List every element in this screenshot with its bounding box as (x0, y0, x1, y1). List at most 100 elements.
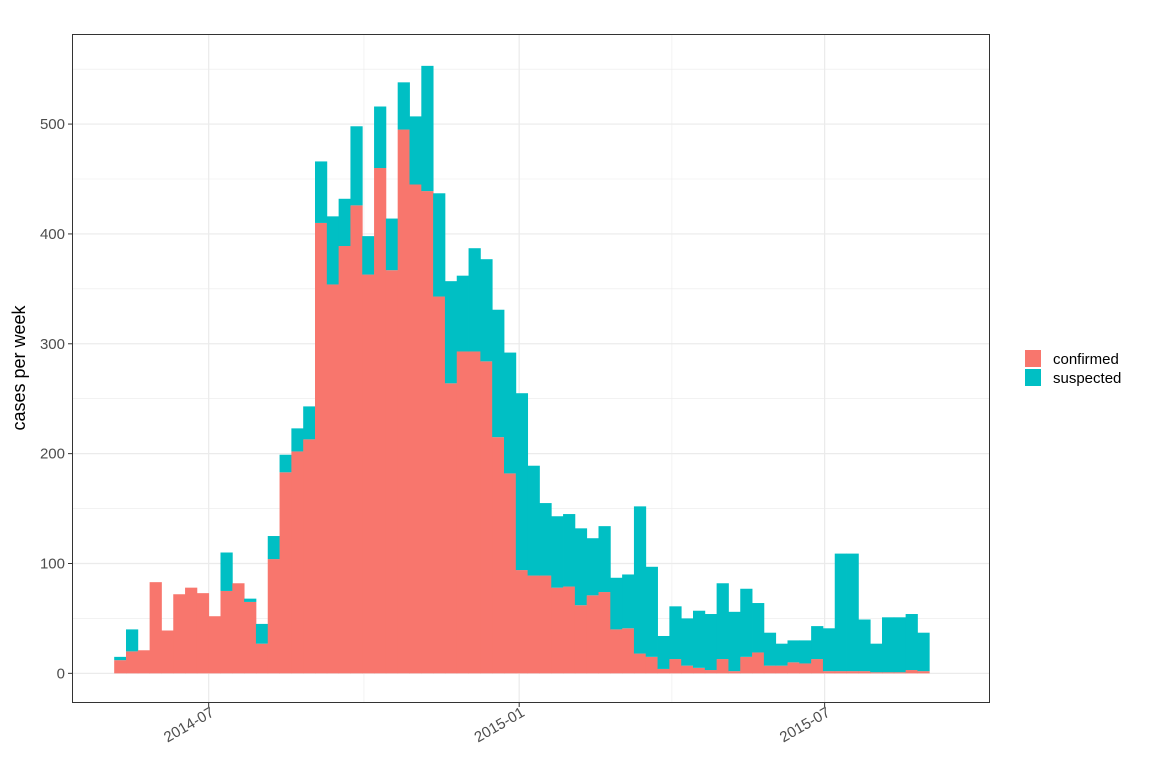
bar-confirmed (291, 451, 304, 674)
bar-confirmed (338, 246, 351, 674)
bar-confirmed (574, 605, 588, 674)
plot-panel-border (72, 34, 990, 703)
bar-suspected (681, 618, 694, 666)
bar-confirmed (244, 601, 257, 674)
bar-suspected (551, 516, 564, 588)
bar-suspected (787, 640, 800, 663)
bar-confirmed (870, 672, 883, 674)
bar-suspected (527, 465, 540, 576)
bar-confirmed (527, 575, 540, 674)
bar-confirmed (504, 473, 517, 674)
bar-confirmed (905, 670, 918, 674)
bar-suspected (244, 598, 257, 602)
bar-confirmed (303, 439, 316, 674)
bar-confirmed (374, 168, 387, 674)
bar-suspected (740, 588, 753, 657)
bar-confirmed (255, 643, 269, 674)
bar-confirmed (775, 665, 788, 674)
bar-suspected (350, 126, 363, 206)
bar-confirmed (551, 587, 564, 674)
bar-suspected (220, 552, 233, 591)
bar-confirmed (161, 630, 174, 674)
bar-confirmed (126, 651, 139, 674)
bar-suspected (882, 617, 895, 673)
bar-suspected (303, 406, 316, 440)
bar-confirmed (834, 671, 847, 674)
bar-confirmed (763, 665, 777, 674)
bar-suspected (633, 506, 647, 654)
bar-confirmed (185, 587, 198, 674)
bar-confirmed (822, 671, 836, 674)
bar-confirmed (480, 361, 493, 674)
bar-suspected (291, 428, 304, 452)
legend: confirmed suspected (1025, 350, 1121, 387)
bar-suspected (492, 309, 505, 438)
bar-suspected (669, 606, 682, 660)
bar-confirmed (409, 184, 422, 674)
y-tick-label: 500 (40, 116, 65, 133)
bar-suspected (834, 553, 847, 672)
bar-confirmed (716, 659, 729, 674)
bar-confirmed (196, 593, 210, 674)
bar-confirmed (681, 665, 694, 674)
bar-suspected (893, 617, 907, 673)
bar-suspected (315, 161, 328, 223)
bar-confirmed (846, 671, 859, 674)
bar-confirmed (385, 270, 399, 674)
y-axis: 0 100 200 300 400 500 (40, 116, 72, 682)
y-tick-label: 100 (40, 555, 65, 572)
bar-suspected (846, 553, 859, 672)
bar-confirmed (362, 274, 375, 674)
bar-suspected (444, 281, 458, 384)
bar-suspected (622, 574, 635, 629)
bar-confirmed (220, 590, 233, 674)
bar-confirmed (787, 662, 800, 674)
bar-suspected (763, 632, 777, 666)
bar-suspected (456, 275, 469, 352)
bar-suspected (870, 643, 883, 673)
bar-confirmed (752, 652, 765, 674)
bar-suspected (480, 259, 493, 362)
bar-suspected (799, 640, 812, 664)
bar-suspected (468, 248, 481, 352)
y-tick-label: 0 (57, 665, 65, 682)
bar-suspected (598, 526, 611, 593)
bar-confirmed (799, 663, 812, 674)
bar-suspected (704, 614, 718, 671)
legend-key-confirmed (1025, 350, 1041, 367)
bar-confirmed (858, 671, 871, 674)
bar-suspected (645, 566, 658, 657)
bar-suspected (752, 603, 765, 653)
bar-confirmed (622, 628, 635, 674)
bar-confirmed (633, 653, 647, 674)
bar-confirmed (114, 660, 127, 674)
bars (114, 65, 930, 674)
bar-suspected (433, 193, 446, 297)
y-axis-title: cases per week (9, 304, 29, 430)
bar-confirmed (267, 559, 280, 674)
bar-suspected (385, 218, 399, 271)
bar-suspected (716, 583, 729, 660)
bar-confirmed (397, 129, 410, 674)
bar-suspected (504, 352, 517, 474)
bar-confirmed (598, 592, 611, 674)
bar-confirmed (315, 222, 328, 674)
bar-confirmed (693, 667, 706, 674)
bar-confirmed (433, 296, 446, 674)
bar-suspected (657, 635, 670, 669)
bar-suspected (775, 643, 788, 666)
bar-suspected (374, 106, 387, 169)
bar-confirmed (882, 672, 895, 674)
bar-confirmed (326, 284, 340, 674)
bar-confirmed (492, 437, 505, 674)
bar-confirmed (456, 351, 469, 674)
bar-confirmed (586, 595, 599, 674)
bar-suspected (905, 614, 918, 671)
legend-label-confirmed: confirmed (1053, 351, 1119, 368)
bar-confirmed (740, 656, 753, 674)
legend-label-suspected: suspected (1053, 370, 1121, 387)
bar-confirmed (173, 594, 186, 674)
bar-suspected (811, 626, 824, 660)
bar-confirmed (232, 583, 245, 674)
